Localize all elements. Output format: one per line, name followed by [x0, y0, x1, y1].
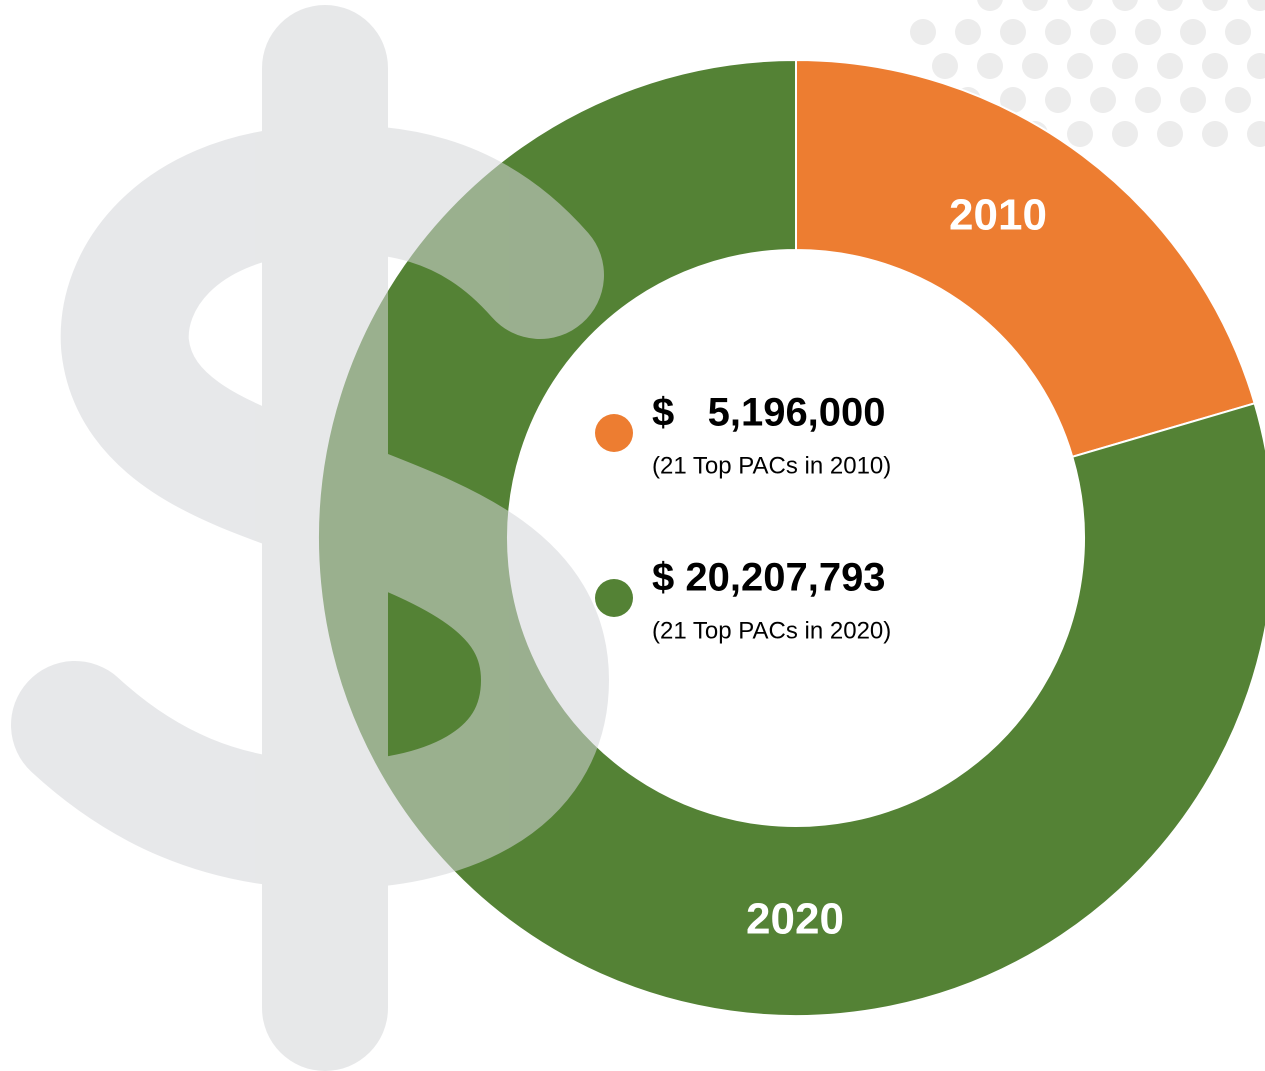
dollar-sign — [11, 5, 610, 1071]
segment-label: 2020 — [746, 895, 844, 944]
value-label: $ 20,207,793 — [652, 556, 886, 600]
decor-dot — [955, 19, 981, 45]
decor-dot — [1045, 19, 1071, 45]
legend: $ 5,196,000 (21 Top PACs in 2010) $ 20,207… — [595, 391, 891, 644]
legend-description: (21 Top PACs in 2010) — [652, 452, 891, 479]
decor-dot — [1157, 121, 1183, 147]
decor-dot — [1112, 121, 1138, 147]
decor-dot — [1225, 19, 1251, 45]
decor-dot — [977, 53, 1003, 79]
decor-dot — [1067, 0, 1093, 11]
decor-dot — [1247, 0, 1265, 11]
decor-dot — [1000, 19, 1026, 45]
segment-label: 2010 — [949, 191, 1047, 240]
legend-swatch — [595, 579, 633, 617]
decor-dot — [1202, 0, 1228, 11]
decor-dot — [1000, 87, 1026, 113]
decor-dot — [1135, 87, 1161, 113]
dollar-s — [11, 124, 610, 890]
decor-dot — [1247, 53, 1265, 79]
donut-segment — [795, 58, 1256, 459]
decor-dot — [1112, 0, 1138, 11]
decor-dot — [1112, 53, 1138, 79]
decor-dot — [977, 0, 1003, 11]
decor-dot — [1045, 87, 1071, 113]
value-label: $ 5,196,000 — [652, 391, 886, 435]
legend-description: (21 Top PACs in 2020) — [652, 617, 891, 644]
decor-dot — [1180, 19, 1206, 45]
decor-dot — [1225, 87, 1251, 113]
decor-dot — [1022, 53, 1048, 79]
decor-dot — [1247, 121, 1265, 147]
decor-dot — [1022, 0, 1048, 11]
decor-dot — [1157, 53, 1183, 79]
decor-dot — [932, 53, 958, 79]
decor-dot — [1067, 121, 1093, 147]
decor-dot — [1202, 121, 1228, 147]
decor-dot — [1090, 19, 1116, 45]
decor-dot — [1202, 53, 1228, 79]
decor-dot — [1180, 87, 1206, 113]
decor-dot — [1135, 19, 1161, 45]
decor-dot — [1067, 53, 1093, 79]
decor-dot — [910, 19, 936, 45]
decor-dot — [1157, 0, 1183, 11]
legend-swatch — [595, 414, 633, 452]
decor-dot — [1090, 87, 1116, 113]
